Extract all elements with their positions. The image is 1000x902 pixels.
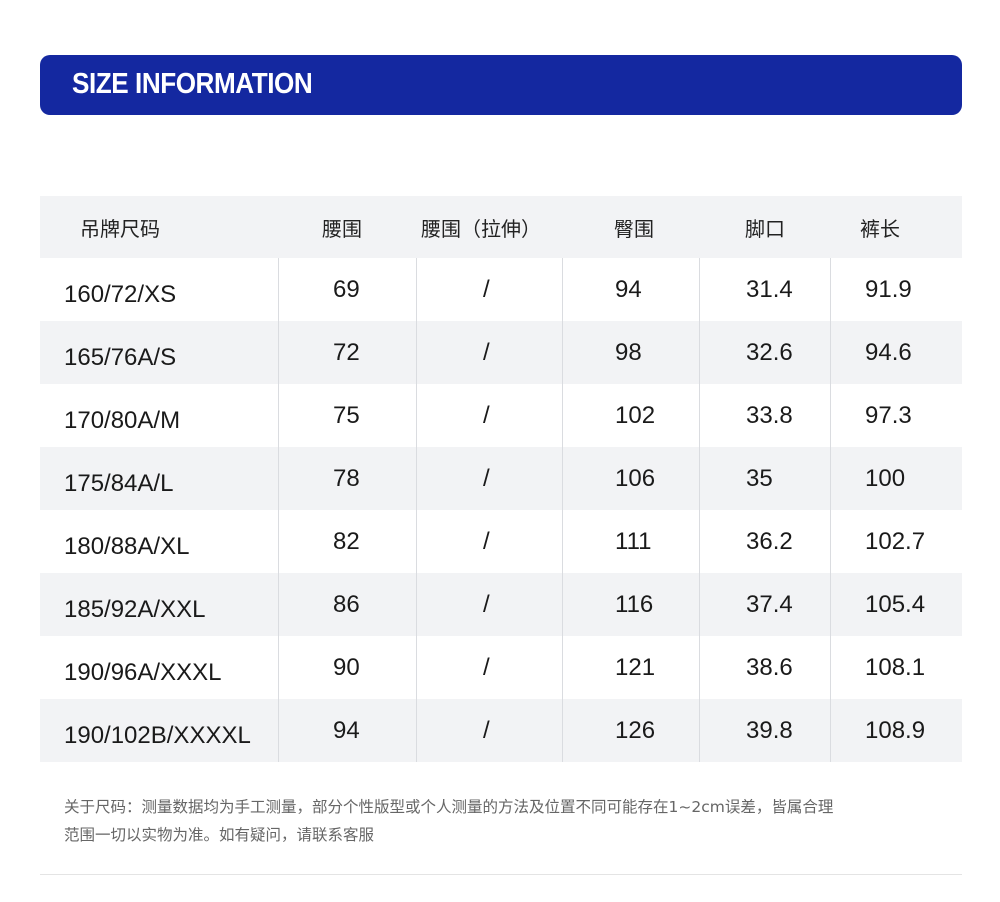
size-info-banner: SIZE INFORMATION [40,55,962,115]
header-tag-size: 吊牌尺码 [80,216,160,241]
header-leg-opening: 脚口 [745,216,785,241]
table-row: 160/72/XS 69 / 94 31.4 91.9 [40,258,962,321]
cell-waist: 78 [278,447,416,510]
cell-size: 175/84A/L [64,469,174,497]
cell-leg-opening: 39.8 [699,699,830,762]
cell-waist-stretched: / [416,510,562,573]
cell-size: 180/88A/XL [64,532,190,560]
cell-waist-stretched: / [416,258,562,321]
cell-length: 100 [830,447,962,510]
header-length: 裤长 [860,216,900,241]
size-note: 关于尺码：测量数据均为手工测量，部分个性版型或个人测量的方法及位置不同可能存在1… [64,793,964,849]
cell-hip: 102 [562,384,699,447]
table-row: 190/96A/XXXL 90 / 121 38.6 108.1 [40,636,962,699]
cell-waist-stretched: / [416,321,562,384]
cell-waist-stretched: / [416,384,562,447]
cell-waist: 72 [278,321,416,384]
cell-hip: 94 [562,258,699,321]
cell-waist-stretched: / [416,699,562,762]
size-note-line-2: 范围一切以实物为准。如有疑问，请联系客服 [64,826,375,844]
table-row: 165/76A/S 72 / 98 32.6 94.6 [40,321,962,384]
cell-leg-opening: 37.4 [699,573,830,636]
header-waist-stretched: 腰围（拉伸） [421,216,541,241]
cell-size: 165/76A/S [64,343,177,371]
cell-leg-opening: 38.6 [699,636,830,699]
cell-waist: 82 [278,510,416,573]
cell-waist: 94 [278,699,416,762]
table-row: 180/88A/XL 82 / 111 36.2 102.7 [40,510,962,573]
size-note-line-1: 关于尺码：测量数据均为手工测量，部分个性版型或个人测量的方法及位置不同可能存在1… [64,798,834,816]
table-row: 175/84A/L 78 / 106 35 100 [40,447,962,510]
cell-waist: 75 [278,384,416,447]
cell-hip: 116 [562,573,699,636]
cell-waist-stretched: / [416,573,562,636]
cell-leg-opening: 31.4 [699,258,830,321]
banner-title: SIZE INFORMATION [72,68,313,100]
table-row: 185/92A/XXL 86 / 116 37.4 105.4 [40,573,962,636]
cell-size: 185/92A/XXL [64,595,206,623]
bottom-divider [40,874,962,875]
cell-size: 160/72/XS [64,280,177,308]
cell-waist-stretched: / [416,636,562,699]
cell-waist-stretched: / [416,447,562,510]
cell-leg-opening: 36.2 [699,510,830,573]
cell-length: 94.6 [830,321,962,384]
cell-hip: 98 [562,321,699,384]
cell-length: 91.9 [830,258,962,321]
cell-size: 190/96A/XXXL [64,658,222,686]
cell-leg-opening: 35 [699,447,830,510]
cell-waist: 69 [278,258,416,321]
header-hip: 臀围 [614,216,654,241]
cell-hip: 106 [562,447,699,510]
cell-length: 97.3 [830,384,962,447]
table-row: 190/102B/XXXXL 94 / 126 39.8 108.9 [40,699,962,762]
cell-size: 170/80A/M [64,406,181,434]
table-row: 170/80A/M 75 / 102 33.8 97.3 [40,384,962,447]
cell-length: 105.4 [830,573,962,636]
header-waist: 腰围 [322,216,362,241]
table-header: 吊牌尺码 腰围 腰围（拉伸） 臀围 脚口 裤长 [40,196,962,258]
size-table: 吊牌尺码 腰围 腰围（拉伸） 臀围 脚口 裤长 160/72/XS 69 / 9… [40,196,962,762]
cell-length: 108.1 [830,636,962,699]
cell-hip: 126 [562,699,699,762]
cell-waist: 90 [278,636,416,699]
cell-waist: 86 [278,573,416,636]
cell-leg-opening: 32.6 [699,321,830,384]
cell-hip: 111 [562,510,699,573]
cell-length: 108.9 [830,699,962,762]
cell-length: 102.7 [830,510,962,573]
cell-size: 190/102B/XXXXL [64,721,251,749]
cell-leg-opening: 33.8 [699,384,830,447]
cell-hip: 121 [562,636,699,699]
